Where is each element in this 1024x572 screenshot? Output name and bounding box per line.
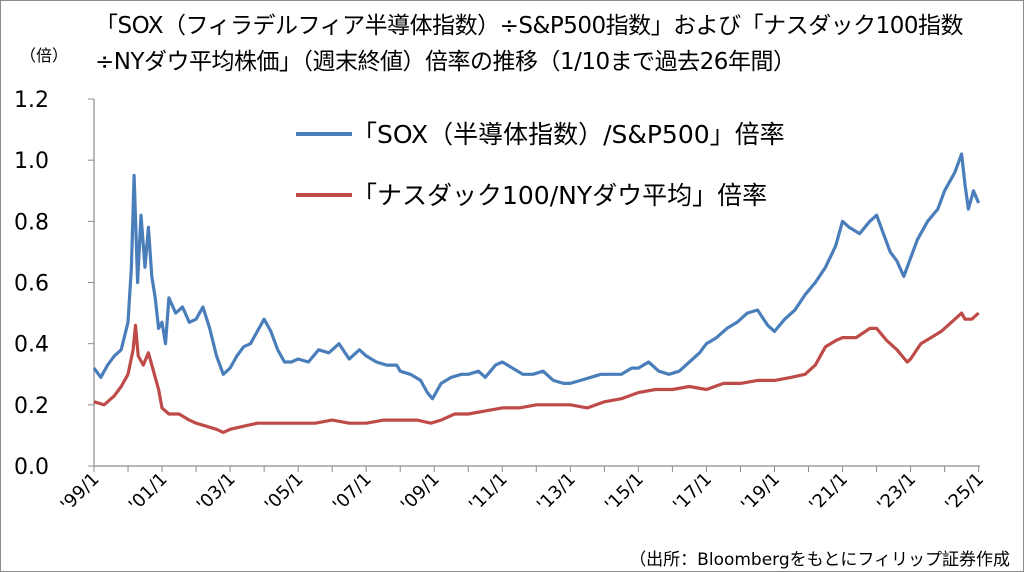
y-tick-label: 0.6	[14, 272, 49, 297]
legend-label-nasdaq-dow: 「ナスダック100/NYダウ平均」倍率	[352, 181, 767, 210]
series-line-sox-sp500	[92, 152, 981, 401]
x-tick-label: '25/1	[941, 469, 988, 516]
x-tick-label: '11/1	[465, 469, 512, 516]
x-tick-label: '03/1	[193, 469, 240, 516]
series-lines	[92, 152, 981, 434]
x-tick-label: '01/1	[125, 469, 172, 516]
legend-label-sox-sp500: 「SOX（半導体指数）/S&P500」倍率	[352, 120, 785, 149]
y-tick-label: 0.4	[14, 333, 49, 358]
title-line-2: ÷NYダウ平均株価」（週末終値）倍率の推移（1/10まで過去26年間）	[95, 49, 796, 75]
axes	[88, 98, 980, 472]
legend: 「SOX（半導体指数）/S&P500」倍率「ナスダック100/NYダウ平均」倍率	[296, 120, 785, 210]
y-tick-labels: 0.0 0.2 0.4 0.6 0.8 1.0 1.2	[14, 88, 49, 480]
source-note: （出所：Bloombergをもとにフィリップ証券作成	[629, 550, 1010, 570]
x-tick-labels: '99/1 '01/1 '03/1 '05/1 '07/1 '09/1 '11/1 '13/1…	[57, 469, 989, 516]
x-tick-label: '15/1	[601, 469, 648, 516]
x-tick-label: '09/1	[397, 469, 444, 516]
x-tick-label: '17/1	[669, 469, 716, 516]
y-tick-label: 0.0	[14, 455, 49, 480]
y-tick-label: 0.2	[14, 394, 49, 419]
x-tick-label: '19/1	[737, 469, 784, 516]
y-tick-label: 1.0	[14, 149, 49, 174]
series-line-nasdaq-dow	[93, 311, 980, 434]
x-tick-label: '07/1	[329, 469, 376, 516]
x-tick-label: '99/1	[57, 469, 104, 516]
x-tick-label: '23/1	[873, 469, 920, 516]
x-tick-label: '13/1	[533, 469, 580, 516]
x-tick-label: '21/1	[805, 469, 852, 516]
x-tick-label: '05/1	[261, 469, 308, 516]
y-tick-label: 1.2	[14, 88, 49, 113]
y-tick-label: 0.8	[14, 210, 49, 235]
title-line-1: 「SOX（フィラデルフィア半導体指数）÷S&P500指数」および「ナスダック10…	[95, 13, 964, 39]
chart-title: 「SOX（フィラデルフィア半導体指数）÷S&P500指数」および「ナスダック10…	[95, 8, 1015, 80]
y-axis-unit-label: （倍）	[20, 46, 69, 65]
